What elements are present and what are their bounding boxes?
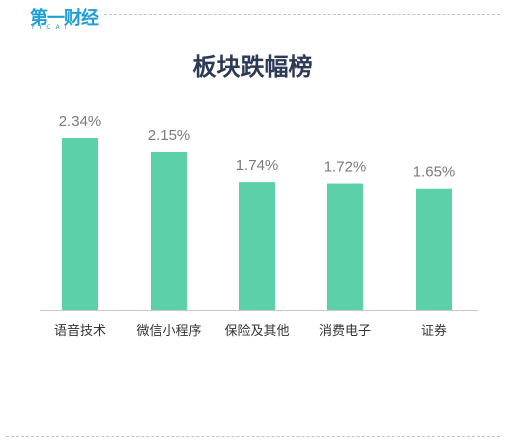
logo-chinese-text: 第一财经	[30, 8, 99, 29]
category-label-4: 消费电子	[319, 324, 371, 339]
category-label-2: 微信小程序	[136, 324, 201, 339]
category-label-3: 保险及其他	[224, 324, 289, 339]
yicai-logo: 第一财经 YICAI	[30, 4, 102, 32]
value-label-1: 2.34%	[59, 113, 102, 130]
category-labels-group: 语音技术 微信小程序 保险及其他 消费电子 证券	[54, 323, 447, 339]
bar-3	[239, 182, 275, 310]
value-label-4: 1.72%	[324, 159, 367, 176]
bar-2	[151, 151, 187, 310]
value-label-5: 1.65%	[413, 164, 456, 181]
chart-title: 板块跌幅榜	[192, 53, 313, 81]
value-label-2: 2.15%	[148, 127, 191, 144]
logo-english-text: YICAI	[31, 24, 72, 31]
bars-group	[62, 138, 452, 310]
value-labels-group: 2.34% 2.15% 1.74% 1.72% 1.65%	[59, 113, 456, 181]
category-label-5: 证券	[421, 323, 447, 339]
bottom-dashed-divider	[6, 436, 500, 437]
top-dashed-divider	[104, 14, 500, 15]
bar-4	[327, 183, 363, 310]
bar-1	[62, 138, 98, 310]
category-label-1: 语音技术	[54, 323, 106, 339]
bar-5	[416, 188, 452, 310]
value-label-3: 1.74%	[236, 157, 279, 174]
